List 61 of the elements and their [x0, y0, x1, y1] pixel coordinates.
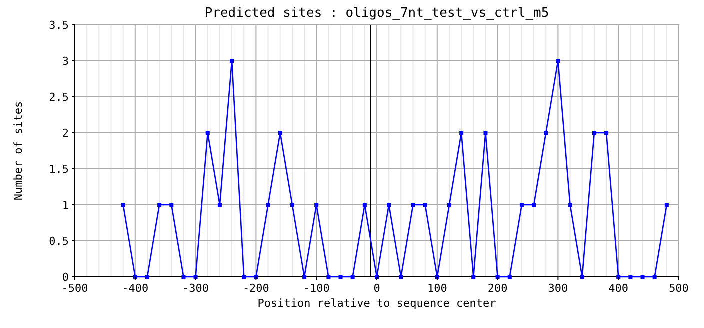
- point: [556, 59, 560, 63]
- y-tick-label: 0: [62, 271, 69, 284]
- point: [532, 203, 536, 207]
- point: [628, 275, 633, 279]
- point: [580, 275, 584, 279]
- x-tick-label: -400: [122, 282, 149, 295]
- point: [218, 203, 222, 207]
- x-tick-label: 0: [374, 282, 380, 295]
- y-tick-label: 1.5: [49, 163, 69, 176]
- point: [508, 275, 512, 279]
- point: [387, 203, 392, 207]
- x-tick-label: -300: [182, 282, 210, 295]
- y-tick-label: 1: [62, 199, 69, 212]
- point: [568, 203, 572, 207]
- y-axis-title: Number of sites: [12, 101, 25, 201]
- point: [640, 275, 645, 279]
- point: [278, 131, 282, 135]
- y-tick-label: 2.5: [49, 91, 69, 104]
- point: [592, 131, 596, 135]
- point: [170, 203, 174, 207]
- x-tick-label: 400: [608, 282, 629, 295]
- point: [472, 275, 476, 279]
- point: [423, 203, 428, 207]
- point: [145, 275, 150, 279]
- y-tick-label: 2: [62, 127, 69, 140]
- point: [484, 131, 488, 135]
- point: [242, 275, 246, 279]
- point: [158, 203, 162, 207]
- chart-title: Predicted sites : oligos_7nt_test_vs_ctrl_m5: [204, 6, 550, 21]
- point: [544, 131, 548, 135]
- x-tick-label: 200: [488, 282, 508, 295]
- point: [664, 203, 669, 207]
- point: [338, 275, 343, 279]
- point: [314, 203, 319, 207]
- point: [411, 203, 416, 207]
- point: [290, 203, 294, 207]
- point: [302, 275, 307, 279]
- x-tick-label: 300: [548, 282, 568, 295]
- point: [326, 275, 331, 279]
- y-tick-label: 3.5: [49, 19, 69, 32]
- x-tick-label: 100: [427, 282, 448, 295]
- y-tick-label: 0.5: [49, 235, 69, 248]
- point: [604, 131, 609, 135]
- point: [399, 275, 404, 279]
- point: [447, 203, 452, 207]
- point: [206, 131, 210, 135]
- point: [520, 203, 524, 207]
- x-axis-title: Position relative to sequence center: [258, 297, 497, 310]
- x-tick-label: -200: [242, 282, 270, 295]
- point: [652, 275, 657, 279]
- x-tick-label: -500: [62, 282, 88, 295]
- point: [266, 203, 270, 207]
- x-tick-label: 500: [669, 282, 689, 295]
- point: [230, 59, 234, 63]
- point: [182, 275, 186, 279]
- point: [121, 203, 126, 207]
- point: [362, 203, 367, 207]
- y-tick-label: 3: [62, 55, 69, 68]
- point: [460, 131, 464, 135]
- point: [350, 275, 355, 279]
- x-tick-label: -100: [303, 282, 330, 295]
